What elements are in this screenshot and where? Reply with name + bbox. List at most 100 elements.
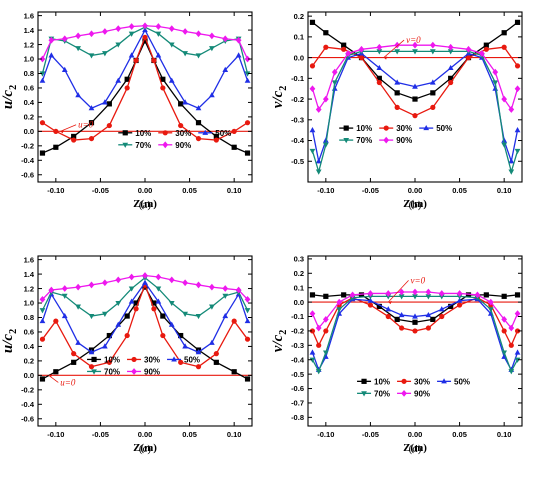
data-point	[394, 104, 400, 110]
data-point	[182, 311, 188, 317]
data-point	[88, 105, 95, 111]
data-point	[483, 292, 489, 298]
chart-panel-1: -0.10 -0.05 0.00 0.05 0.10 -0.5 -0.4 -0.3 -0.2 -0…	[270, 11, 523, 211]
data-point	[398, 288, 405, 296]
data-point	[102, 311, 108, 317]
legend-label: 70%	[135, 141, 151, 150]
legend-label: 10%	[374, 377, 390, 386]
y-tick-label: -0.7	[291, 399, 304, 408]
data-point	[394, 316, 400, 322]
y-tick-label: 1.0	[24, 55, 34, 64]
x-tick-label: 0.10	[497, 186, 512, 195]
y-tick-label: -0.1	[291, 312, 304, 321]
data-point	[75, 304, 81, 310]
data-point	[128, 23, 135, 30]
reference-arrowhead	[383, 56, 388, 60]
data-point	[439, 313, 445, 320]
data-point	[106, 359, 112, 365]
data-point	[465, 55, 472, 61]
data-point	[412, 319, 418, 325]
series-3	[39, 25, 251, 77]
y-tick-label: 0.4	[24, 342, 35, 351]
data-point	[195, 30, 202, 38]
legend-swatch-marker	[91, 356, 97, 363]
data-point	[142, 34, 148, 40]
data-point	[155, 298, 162, 304]
data-point	[222, 35, 229, 43]
data-point	[315, 169, 322, 175]
y-tick-label: 0.6	[24, 328, 34, 337]
data-point	[331, 80, 338, 86]
data-point	[133, 57, 139, 64]
data-point	[376, 43, 383, 51]
reference-arrow	[383, 39, 405, 58]
data-point	[61, 285, 68, 292]
data-point	[336, 307, 343, 313]
data-point	[244, 308, 251, 314]
y-tick-label: 0.8	[24, 313, 34, 322]
data-point	[160, 313, 166, 319]
data-point	[168, 25, 175, 33]
chart-panel-0: -0.10 -0.05 0.00 0.05 0.10 -0.6 -0.4 -0.2 0.0 0.2…	[0, 11, 253, 211]
data-point	[102, 343, 108, 349]
data-point	[501, 44, 507, 50]
y-tick-label: -0.4	[21, 400, 35, 409]
data-point	[231, 369, 237, 375]
data-point	[447, 43, 454, 51]
data-point	[358, 55, 365, 61]
data-point	[315, 106, 322, 113]
x-axis-label: Z(m)	[133, 198, 157, 210]
x-axis-label: Z(m)	[403, 442, 427, 454]
series-4	[39, 272, 251, 303]
series-0	[309, 292, 521, 325]
data-point	[124, 313, 130, 319]
legend: 10% 30% 50% 70% 90%	[339, 124, 452, 145]
data-point	[508, 106, 515, 113]
data-point	[487, 298, 494, 306]
data-point	[394, 49, 401, 55]
legend-label: 30%	[396, 124, 412, 133]
data-point	[88, 53, 95, 59]
data-point	[231, 144, 237, 150]
data-point	[425, 288, 432, 296]
data-point	[244, 77, 251, 83]
y-tick-label: -0.2	[21, 142, 34, 151]
y-tick-label: -0.4	[291, 355, 305, 364]
data-point	[244, 296, 251, 303]
legend-label: 10%	[104, 355, 120, 364]
x-tick-label: 0.00	[408, 430, 423, 439]
data-point	[182, 99, 188, 105]
x-tick-label: 0.10	[227, 430, 242, 439]
data-point	[128, 31, 135, 37]
data-point	[367, 290, 374, 297]
data-point	[182, 51, 188, 57]
data-point	[412, 113, 418, 119]
data-point	[160, 76, 166, 82]
reference-arrow	[60, 124, 77, 132]
data-point	[124, 76, 130, 82]
panel-letter: (a)	[139, 199, 152, 211]
data-point	[115, 300, 122, 307]
x-tick-label: 0.10	[227, 186, 242, 195]
data-point	[102, 279, 108, 287]
data-point	[128, 273, 135, 281]
y-tick-label: 0.1	[294, 33, 304, 42]
data-point	[115, 42, 122, 48]
data-point	[39, 336, 46, 342]
y-tick-label: -0.1	[291, 74, 304, 83]
data-point	[309, 357, 316, 363]
data-point	[151, 306, 157, 312]
series-4	[309, 41, 521, 113]
y-tick-label: 0.2	[24, 357, 34, 366]
data-point	[75, 46, 81, 52]
y-axis-label: v/c2	[270, 86, 289, 108]
data-point	[508, 169, 515, 175]
data-point	[376, 49, 383, 55]
data-point	[39, 120, 46, 126]
data-point	[412, 41, 418, 49]
data-point	[213, 359, 219, 365]
data-point	[53, 369, 59, 375]
data-point	[155, 23, 162, 30]
data-point	[309, 328, 316, 334]
data-point	[425, 294, 432, 300]
